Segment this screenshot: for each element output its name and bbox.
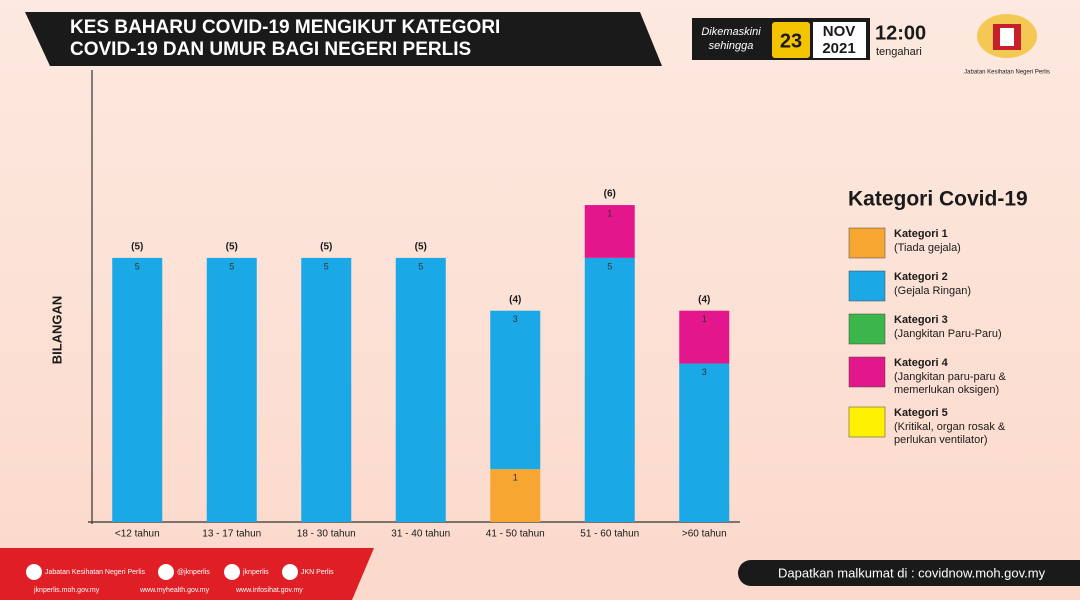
legend-description: (Jangkitan paru-paru & — [894, 371, 1007, 383]
total-label: (6) — [604, 189, 616, 200]
x-tick-label: 51 - 60 tahun — [580, 529, 639, 540]
legend-description: (Kritikal, organ rosak & — [894, 421, 1006, 433]
info-text: Dapatkan malkumat di : covidnow.moh.gov.… — [778, 565, 1046, 580]
legend-description: (Jangkitan Paru-Paru) — [894, 328, 1002, 340]
segment-label: 1 — [607, 208, 612, 218]
segment-label: 5 — [324, 261, 329, 271]
social-icons — [26, 564, 298, 580]
legend-swatch — [848, 406, 886, 438]
footer-social-band — [0, 548, 374, 600]
month-box — [813, 22, 866, 58]
website: jknperlis.moh.gov.my — [33, 587, 100, 594]
x-tick-label: 41 - 50 tahun — [486, 529, 545, 540]
segment-label: 1 — [702, 314, 707, 324]
x-tick-label: >60 tahun — [682, 529, 727, 540]
crest — [977, 14, 1037, 58]
time-note: tengahari — [876, 46, 922, 58]
legend-description: memerlukan oksigen) — [894, 384, 999, 396]
bar-segment — [679, 363, 730, 522]
social-handle: Jabatan Kesihatan Negeri Perlis — [45, 569, 146, 576]
legend-name: Kategori 1 — [894, 228, 948, 240]
social-handle: JKN Perlis — [301, 569, 334, 576]
bar-segment — [206, 257, 257, 522]
x-tick-label: 31 - 40 tahun — [391, 529, 450, 540]
legend-description: (Gejala Ringan) — [894, 285, 971, 297]
social-handle: @jknperlis — [177, 569, 210, 576]
title-line: COVID-19 DAN UMUR BAGI NEGERI PERLIS — [70, 39, 471, 60]
segment-label: 5 — [135, 261, 140, 271]
date-day: 23 — [780, 30, 802, 52]
x-tick-label: 13 - 17 tahun — [202, 529, 261, 540]
y-axis-label: BILANGAN — [49, 296, 64, 365]
date-year: 2021 — [822, 40, 855, 57]
segment-label: 3 — [702, 367, 707, 377]
updated-label: sehingga — [709, 40, 754, 52]
x-tick-label: 18 - 30 tahun — [297, 529, 356, 540]
total-label: (5) — [226, 242, 238, 253]
total-label: (5) — [320, 242, 332, 253]
legend-description: (Tiada gejala) — [894, 242, 961, 254]
total-label: (4) — [698, 294, 710, 305]
total-label: (5) — [415, 242, 427, 253]
total-label: (4) — [509, 294, 521, 305]
legend-name: Kategori 2 — [894, 271, 948, 283]
legend-swatch — [848, 270, 886, 302]
title-line: KES BAHARU COVID-19 MENGIKUT KATEGORI — [70, 17, 500, 38]
legend-swatch — [848, 356, 886, 388]
title-banner — [25, 12, 662, 66]
legend-swatch — [848, 313, 886, 345]
website: www.myhealth.gov.my — [139, 587, 210, 594]
segment-label: 5 — [607, 261, 612, 271]
logo-caption: Jabatan Kesihatan Negeri Perlis — [964, 70, 1050, 76]
legend-title: Kategori Covid-19 — [848, 188, 1028, 211]
bar-segment — [490, 469, 541, 522]
calendar-icon — [772, 22, 810, 58]
legend-name: Kategori 5 — [894, 407, 948, 419]
bar-segment — [301, 257, 352, 522]
segment-label: 5 — [229, 261, 234, 271]
bar-segment — [395, 257, 446, 522]
website: www.infosihat.gov.my — [235, 587, 303, 594]
segment-label: 1 — [513, 473, 518, 483]
bar-segment — [490, 310, 541, 470]
legend-name: Kategori 3 — [894, 314, 948, 326]
legend-name: Kategori 4 — [894, 357, 949, 369]
updated-label: Dikemaskini — [701, 26, 761, 38]
legend-description: perlukan ventilator) — [894, 434, 988, 446]
segment-label: 3 — [513, 314, 518, 324]
total-label: (5) — [131, 242, 143, 253]
bar-segment — [679, 310, 730, 364]
time: 12:00 — [875, 22, 926, 44]
bar-segment — [584, 257, 635, 522]
bar-segment — [112, 257, 163, 522]
bar-segment — [584, 205, 635, 258]
legend-swatch — [848, 227, 886, 259]
date-month: NOV — [823, 23, 856, 40]
social-handle: jknperlis — [242, 569, 269, 576]
info-bar — [738, 560, 1080, 586]
segment-label: 5 — [418, 261, 423, 271]
x-tick-label: <12 tahun — [115, 529, 160, 540]
